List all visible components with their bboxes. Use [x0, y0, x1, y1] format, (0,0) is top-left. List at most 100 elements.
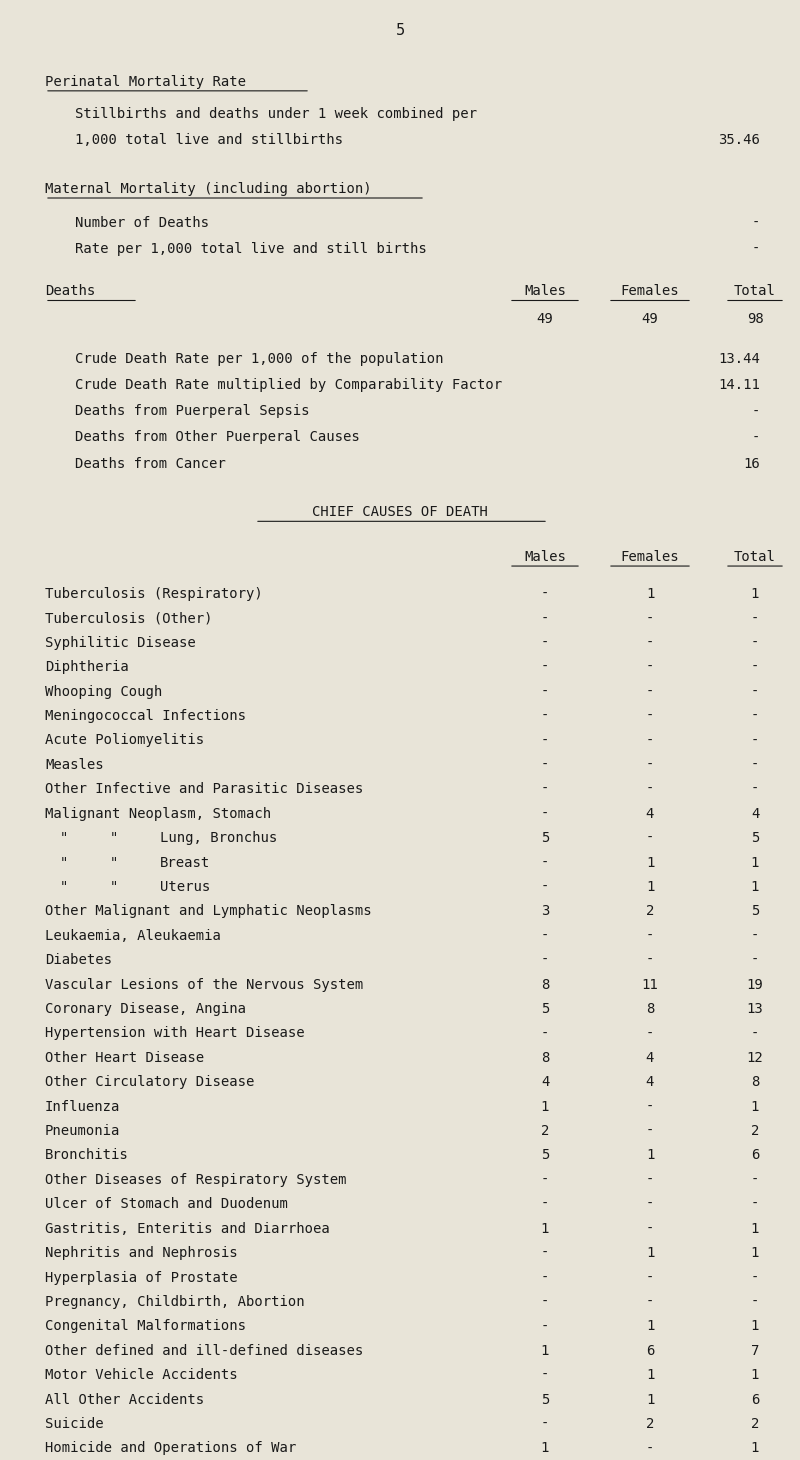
Text: 4: 4	[751, 807, 759, 821]
Text: -: -	[751, 733, 759, 748]
Text: 12: 12	[746, 1051, 763, 1064]
Text: Bronchitis: Bronchitis	[45, 1149, 129, 1162]
Text: 16: 16	[743, 457, 760, 470]
Text: ": "	[110, 856, 118, 870]
Text: Crude Death Rate per 1,000 of the population: Crude Death Rate per 1,000 of the popula…	[75, 352, 443, 366]
Text: 4: 4	[646, 1075, 654, 1089]
Text: Number of Deaths: Number of Deaths	[75, 216, 209, 231]
Text: -: -	[646, 758, 654, 772]
Text: 49: 49	[642, 312, 658, 326]
Text: Motor Vehicle Accidents: Motor Vehicle Accidents	[45, 1368, 238, 1383]
Text: Breast: Breast	[160, 856, 210, 870]
Text: 1: 1	[541, 1441, 549, 1456]
Text: Deaths from Other Puerperal Causes: Deaths from Other Puerperal Causes	[75, 431, 360, 444]
Text: -: -	[751, 685, 759, 699]
Text: Nephritis and Nephrosis: Nephritis and Nephrosis	[45, 1247, 238, 1260]
Text: -: -	[541, 1320, 549, 1333]
Text: 1: 1	[751, 1099, 759, 1114]
Text: -: -	[751, 783, 759, 796]
Text: 6: 6	[646, 1343, 654, 1358]
Text: ": "	[110, 831, 118, 845]
Text: Deaths: Deaths	[45, 285, 95, 298]
Text: 2: 2	[751, 1418, 759, 1431]
Text: -: -	[751, 929, 759, 943]
Text: All Other Accidents: All Other Accidents	[45, 1393, 204, 1406]
Text: -: -	[541, 1295, 549, 1310]
Text: -: -	[541, 637, 549, 650]
Text: 1: 1	[646, 1393, 654, 1406]
Text: 5: 5	[541, 1393, 549, 1406]
Text: 5: 5	[541, 831, 549, 845]
Text: ": "	[60, 880, 68, 894]
Text: Uterus: Uterus	[160, 880, 210, 894]
Text: 8: 8	[541, 1051, 549, 1064]
Text: Acute Poliomyelitis: Acute Poliomyelitis	[45, 733, 204, 748]
Text: Syphilitic Disease: Syphilitic Disease	[45, 637, 196, 650]
Text: ": "	[110, 880, 118, 894]
Text: -: -	[541, 733, 549, 748]
Text: 7: 7	[751, 1343, 759, 1358]
Text: Whooping Cough: Whooping Cough	[45, 685, 162, 699]
Text: Pregnancy, Childbirth, Abortion: Pregnancy, Childbirth, Abortion	[45, 1295, 305, 1310]
Text: 1,000 total live and stillbirths: 1,000 total live and stillbirths	[75, 133, 343, 147]
Text: -: -	[646, 783, 654, 796]
Text: 5: 5	[395, 23, 405, 38]
Text: Other Heart Disease: Other Heart Disease	[45, 1051, 204, 1064]
Text: Males: Males	[524, 285, 566, 298]
Text: -: -	[751, 1172, 759, 1187]
Text: Congenital Malformations: Congenital Malformations	[45, 1320, 246, 1333]
Text: Other Malignant and Lymphatic Neoplasms: Other Malignant and Lymphatic Neoplasms	[45, 904, 372, 918]
Text: Tuberculosis (Respiratory): Tuberculosis (Respiratory)	[45, 587, 262, 602]
Text: Gastritis, Enteritis and Diarrhoea: Gastritis, Enteritis and Diarrhoea	[45, 1222, 330, 1235]
Text: Other defined and ill-defined diseases: Other defined and ill-defined diseases	[45, 1343, 363, 1358]
Text: -: -	[541, 1247, 549, 1260]
Text: Maternal Mortality (including abortion): Maternal Mortality (including abortion)	[45, 181, 372, 196]
Text: Total: Total	[734, 285, 776, 298]
Text: -: -	[751, 758, 759, 772]
Text: -: -	[646, 612, 654, 625]
Text: Malignant Neoplasm, Stomach: Malignant Neoplasm, Stomach	[45, 807, 271, 821]
Text: -: -	[541, 880, 549, 894]
Text: Diabetes: Diabetes	[45, 953, 112, 967]
Text: -: -	[751, 710, 759, 723]
Text: Diphtheria: Diphtheria	[45, 660, 129, 675]
Text: 1: 1	[646, 856, 654, 870]
Text: -: -	[752, 431, 760, 444]
Text: -: -	[541, 1270, 549, 1285]
Text: 5: 5	[541, 1149, 549, 1162]
Text: -: -	[752, 242, 760, 257]
Text: Other Diseases of Respiratory System: Other Diseases of Respiratory System	[45, 1172, 346, 1187]
Text: ": "	[60, 856, 68, 870]
Text: 1: 1	[751, 1368, 759, 1383]
Text: 13: 13	[746, 1002, 763, 1016]
Text: -: -	[646, 1270, 654, 1285]
Text: -: -	[541, 612, 549, 625]
Text: 1: 1	[751, 587, 759, 602]
Text: Females: Females	[621, 550, 679, 564]
Text: 1: 1	[751, 1320, 759, 1333]
Text: Lung, Bronchus: Lung, Bronchus	[160, 831, 278, 845]
Text: -: -	[751, 612, 759, 625]
Text: Males: Males	[524, 550, 566, 564]
Text: 5: 5	[751, 904, 759, 918]
Text: 1: 1	[541, 1222, 549, 1235]
Text: 1: 1	[646, 1247, 654, 1260]
Text: -: -	[541, 856, 549, 870]
Text: Coronary Disease, Angina: Coronary Disease, Angina	[45, 1002, 246, 1016]
Text: 5: 5	[541, 1002, 549, 1016]
Text: 3: 3	[541, 904, 549, 918]
Text: -: -	[541, 807, 549, 821]
Text: 1: 1	[541, 1343, 549, 1358]
Text: 1: 1	[646, 1368, 654, 1383]
Text: Homicide and Operations of War: Homicide and Operations of War	[45, 1441, 296, 1456]
Text: Pneumonia: Pneumonia	[45, 1124, 120, 1139]
Text: 2: 2	[751, 1124, 759, 1139]
Text: -: -	[751, 660, 759, 675]
Text: -: -	[541, 1368, 549, 1383]
Text: 2: 2	[646, 904, 654, 918]
Text: Other Infective and Parasitic Diseases: Other Infective and Parasitic Diseases	[45, 783, 363, 796]
Text: 5: 5	[751, 831, 759, 845]
Text: -: -	[541, 1418, 549, 1431]
Text: -: -	[646, 1222, 654, 1235]
Text: Stillbirths and deaths under 1 week combined per: Stillbirths and deaths under 1 week comb…	[75, 107, 477, 121]
